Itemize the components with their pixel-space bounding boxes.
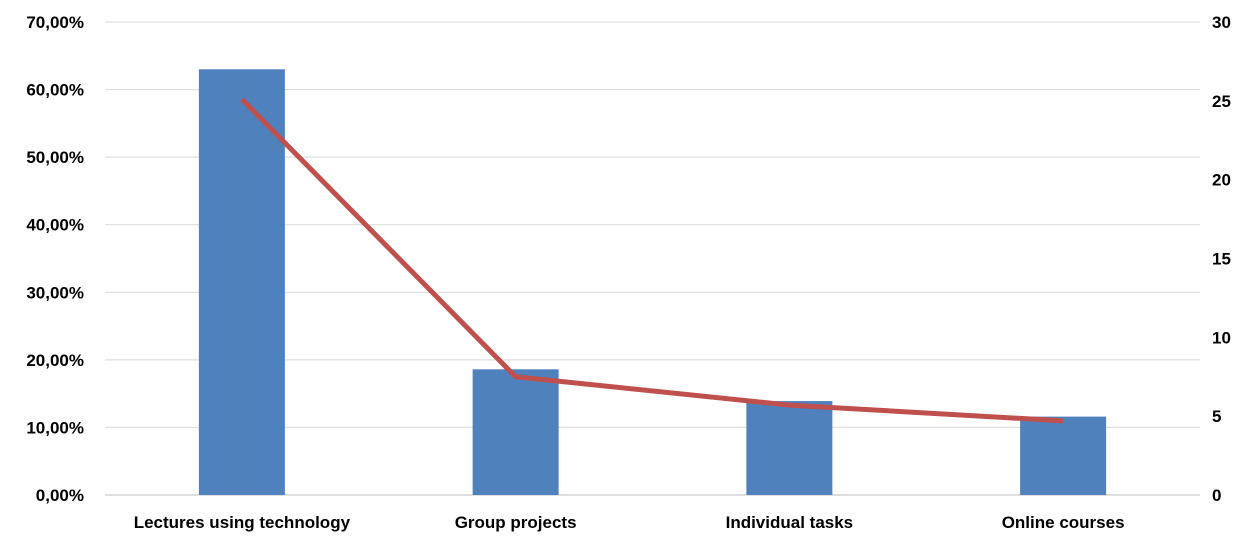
category-label: Individual tasks xyxy=(726,513,854,532)
line-series xyxy=(240,97,1064,424)
left-axis-tick-label: 40,00% xyxy=(26,216,84,235)
right-axis: 0 5 10 15 20 25 30 xyxy=(1212,13,1231,505)
right-axis-tick-label: 10 xyxy=(1212,328,1231,347)
left-axis-tick-label: 0,00% xyxy=(36,486,84,505)
bar xyxy=(472,369,559,495)
left-axis-tick-label: 60,00% xyxy=(26,81,84,100)
bar-series xyxy=(198,69,1107,496)
left-axis-tick-label: 30,00% xyxy=(26,283,84,302)
category-label: Online courses xyxy=(1002,513,1125,532)
right-axis-tick-label: 15 xyxy=(1212,250,1231,269)
category-label: Group projects xyxy=(455,513,577,532)
right-axis-tick-label: 30 xyxy=(1212,13,1231,32)
left-axis-tick-label: 70,00% xyxy=(26,13,84,32)
gridlines xyxy=(105,21,1200,496)
bar xyxy=(746,401,833,495)
bar xyxy=(198,69,285,496)
left-axis-tick-label: 50,00% xyxy=(26,148,84,167)
right-axis-tick-label: 20 xyxy=(1212,171,1231,190)
left-axis-tick-label: 20,00% xyxy=(26,351,84,370)
bar xyxy=(1020,416,1107,495)
category-axis: Lectures using technology Group projects I… xyxy=(134,513,1125,532)
left-axis-tick-label: 10,00% xyxy=(26,418,84,437)
right-axis-tick-label: 25 xyxy=(1212,92,1231,111)
left-axis: 0,00% 10,00% 20,00% 30,00% 40,00% 50,00% 60,00… xyxy=(26,13,84,505)
right-axis-tick-label: 0 xyxy=(1212,486,1221,505)
series-line xyxy=(240,97,1064,424)
right-axis-tick-label: 5 xyxy=(1212,407,1221,426)
category-label: Lectures using technology xyxy=(134,513,351,532)
